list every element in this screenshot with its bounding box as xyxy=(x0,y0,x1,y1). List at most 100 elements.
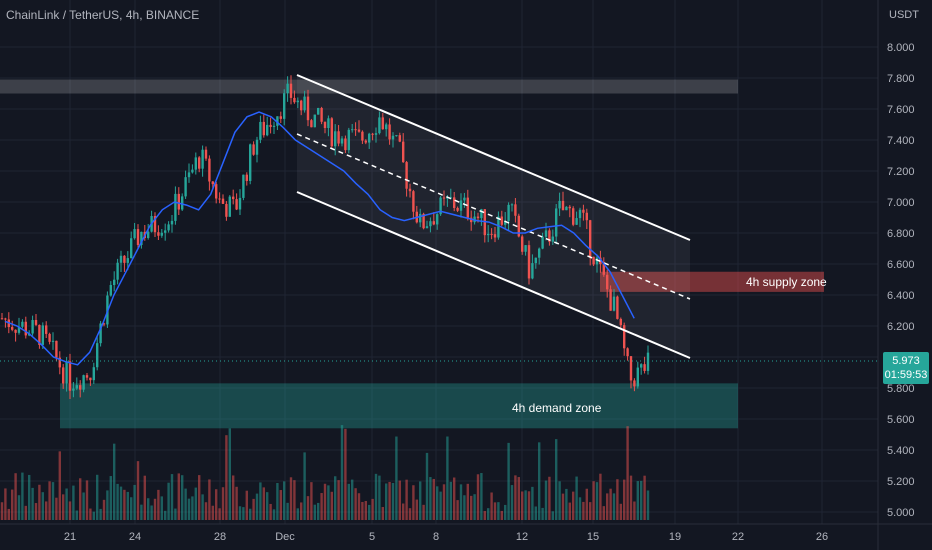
candle-body xyxy=(507,204,510,221)
volume-bar xyxy=(126,491,129,520)
candle-body xyxy=(354,129,357,131)
price-axis[interactable]: USDT 8.000 7.800 7.600 7.400 7.200 7.000 6.800 6… xyxy=(887,9,919,519)
candle-body xyxy=(269,124,272,127)
candle-body xyxy=(463,197,466,201)
candle-body xyxy=(249,144,252,181)
volume-bar xyxy=(21,472,24,520)
volume-bar xyxy=(130,497,133,520)
candle-body xyxy=(334,131,337,147)
candle-body xyxy=(177,193,180,210)
candle-body xyxy=(555,208,558,237)
candle-body xyxy=(521,236,524,252)
volume-bar xyxy=(187,498,191,520)
volume-bar xyxy=(68,501,72,520)
volume-bar xyxy=(456,500,459,520)
ma-line xyxy=(4,111,635,366)
candle-body xyxy=(626,348,629,357)
volume-bar xyxy=(102,499,106,520)
candle-body xyxy=(286,83,289,94)
volume-bar xyxy=(568,502,571,520)
candle-body xyxy=(238,197,242,210)
candle-body xyxy=(374,133,378,135)
volume-bar xyxy=(221,487,225,520)
candle-body xyxy=(289,83,293,98)
candle-body xyxy=(72,388,75,391)
candle-body xyxy=(572,208,575,225)
volume-bar xyxy=(276,483,279,520)
volume-bar xyxy=(412,485,415,520)
candle-body xyxy=(582,209,585,213)
candle-body xyxy=(640,364,643,368)
candle-body xyxy=(41,325,44,345)
volume-bar xyxy=(524,490,527,520)
candle-body xyxy=(442,197,446,199)
candle-body xyxy=(4,318,7,320)
candle-body xyxy=(174,193,177,221)
descending-channel xyxy=(0,74,878,362)
time-axis[interactable]: 21 24 28 Dec 5 8 12 15 19 22 26 xyxy=(64,531,828,543)
y-tick-label: 7.000 xyxy=(887,197,915,209)
candle-body xyxy=(551,236,554,242)
volume-bar xyxy=(320,493,323,520)
volume-bar xyxy=(391,482,395,520)
candle-body xyxy=(524,245,527,252)
y-tick-label: 6.800 xyxy=(887,228,915,240)
candle-body xyxy=(459,200,463,211)
candle-body xyxy=(181,196,184,210)
volume-bar xyxy=(463,495,466,520)
volume-bar xyxy=(164,510,167,520)
y-tick-label: 5.400 xyxy=(887,445,915,457)
volume-bar xyxy=(119,486,123,520)
candle-body xyxy=(527,245,531,279)
x-tick-label: 19 xyxy=(669,531,681,543)
volume-bar xyxy=(381,507,384,520)
candle-body xyxy=(211,181,214,185)
volume-bar xyxy=(538,442,541,520)
volume-bar xyxy=(436,486,439,520)
candle-body xyxy=(453,197,456,208)
candle-body xyxy=(198,157,201,169)
volume-bar xyxy=(541,507,544,520)
volume-bar xyxy=(551,511,554,520)
x-tick-label: 24 xyxy=(129,531,141,543)
candle-body xyxy=(79,385,82,390)
candle-body xyxy=(327,118,330,129)
candle-body xyxy=(385,124,388,130)
volume-bar xyxy=(45,501,48,520)
volume-bar xyxy=(269,503,272,520)
y-tick-label: 8.000 xyxy=(887,42,915,54)
candle-body xyxy=(34,320,38,325)
candle-body xyxy=(167,224,170,231)
volume-bar xyxy=(351,479,354,520)
volume-bar xyxy=(317,502,320,520)
volume-bar xyxy=(153,498,157,520)
volume-bar xyxy=(109,476,112,520)
volume-bar xyxy=(337,480,340,520)
volume-bar xyxy=(330,491,333,520)
candle-body xyxy=(300,100,303,111)
y-tick-label: 7.400 xyxy=(887,135,915,147)
volume-bar xyxy=(599,473,602,520)
x-tick-label: 12 xyxy=(516,531,528,543)
candle-body xyxy=(279,116,282,119)
volume-bar xyxy=(177,473,180,520)
candle-body xyxy=(606,274,609,290)
candle-body xyxy=(493,234,497,238)
volume-bar xyxy=(527,491,531,520)
y-tick-label: 7.600 xyxy=(887,104,915,116)
candle-body xyxy=(592,256,595,265)
candle-body xyxy=(541,236,544,249)
supply-zone-label: 4h supply zone xyxy=(746,275,827,289)
last-price-badge: 5.973 01:59:53 xyxy=(883,352,929,384)
candle-body xyxy=(364,140,367,143)
x-tick-label: Dec xyxy=(275,531,295,543)
candle-body xyxy=(534,257,537,264)
volume-bar xyxy=(415,499,418,520)
volume-bar xyxy=(300,502,303,520)
volume-bar xyxy=(521,491,524,520)
volume-bar xyxy=(201,494,204,520)
candle-body xyxy=(0,318,4,320)
volume-bar xyxy=(429,477,432,520)
candle-body xyxy=(425,226,429,229)
